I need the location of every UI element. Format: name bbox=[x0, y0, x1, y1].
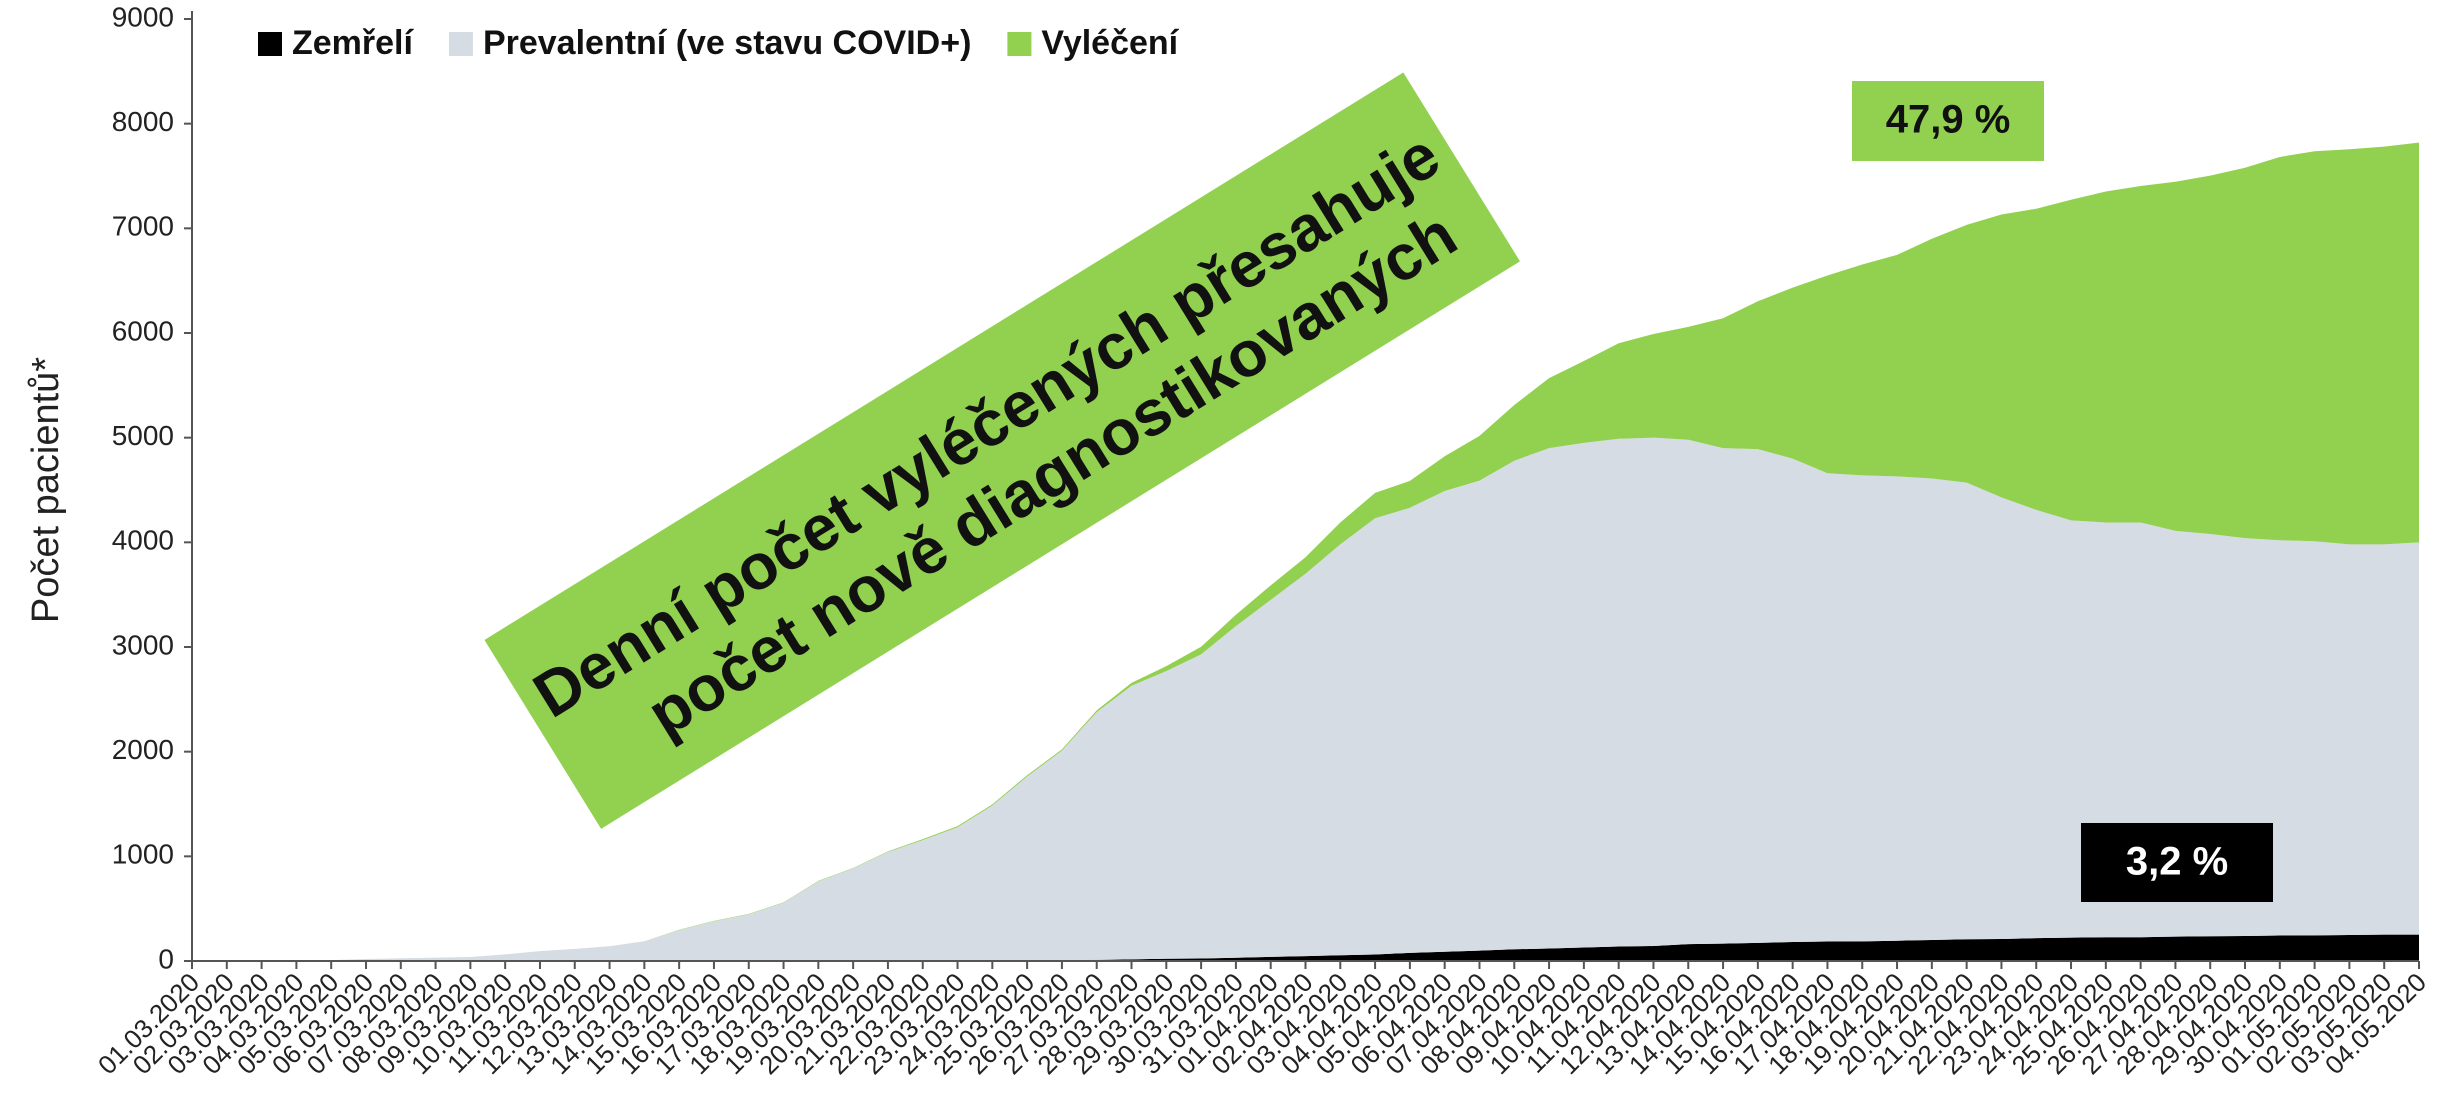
area bbox=[192, 437, 2419, 962]
legend-swatch bbox=[258, 32, 282, 56]
y-axis-title: Počet pacientů* bbox=[25, 357, 67, 623]
legend-label: Prevalentní (ve stavu COVID+) bbox=[483, 24, 971, 62]
annotation-box bbox=[1852, 81, 2044, 161]
y-tick-label: 7000 bbox=[112, 211, 174, 242]
y-tick-label: 2000 bbox=[112, 734, 174, 765]
legend-swatch bbox=[448, 32, 473, 56]
area bbox=[192, 142, 2419, 961]
annotation-box bbox=[2081, 823, 2273, 902]
banner-box bbox=[484, 72, 1520, 829]
y-tick-label: 9000 bbox=[112, 1, 174, 32]
y-tick-label: 8000 bbox=[112, 106, 174, 137]
legend-label: Zemřelí bbox=[292, 24, 414, 62]
area bbox=[192, 934, 2419, 961]
annotation: 3,2 % bbox=[2126, 840, 2228, 884]
y-tick-label: 5000 bbox=[112, 420, 174, 451]
legend-swatch bbox=[1007, 32, 1032, 56]
y-tick-label: 1000 bbox=[112, 839, 174, 870]
y-tick-label: 3000 bbox=[112, 629, 174, 660]
legend-label: Vyléčení bbox=[1041, 24, 1179, 62]
y-tick-label: 6000 bbox=[112, 315, 174, 346]
annotation: 47,9 % bbox=[1886, 98, 2011, 142]
y-tick-label: 0 bbox=[158, 943, 174, 974]
y-tick-label: 4000 bbox=[112, 525, 174, 556]
